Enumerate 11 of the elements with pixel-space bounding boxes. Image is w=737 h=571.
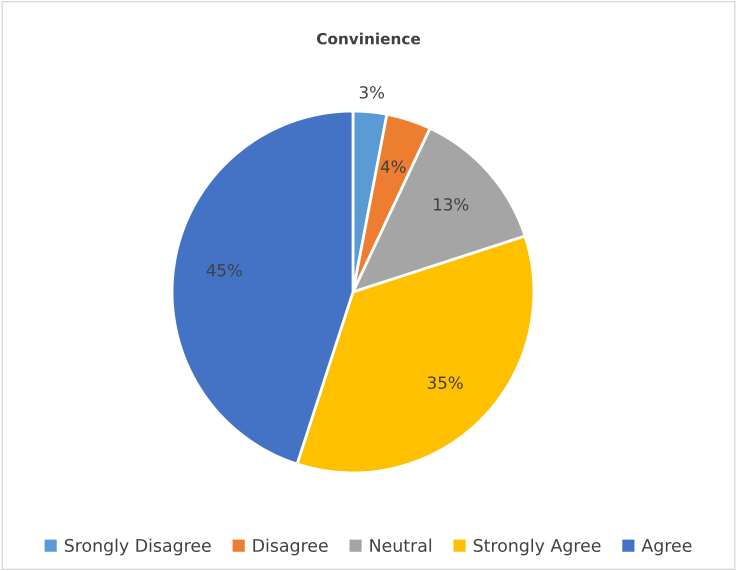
data-label: 35% bbox=[428, 376, 463, 389]
legend-label: Agree bbox=[642, 539, 692, 556]
legend-label: Strongly Agree bbox=[474, 538, 601, 556]
legend-label: Neutral bbox=[370, 538, 432, 552]
legend-label: Srongly Disagree bbox=[64, 538, 211, 556]
data-label: 45% bbox=[206, 264, 242, 276]
data-label: 13% bbox=[434, 198, 468, 211]
legend-label: Disagree bbox=[253, 538, 328, 556]
data-label: 4% bbox=[380, 160, 406, 173]
chart-title: Convinience bbox=[316, 32, 420, 44]
data-label: 3% bbox=[360, 86, 384, 99]
